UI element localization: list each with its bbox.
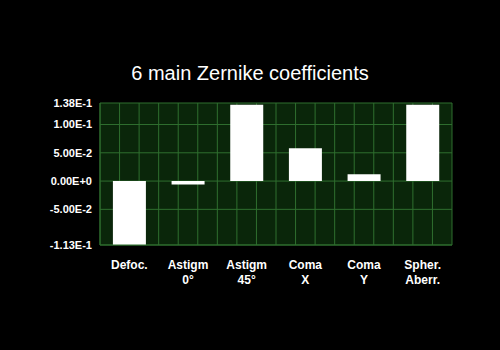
svg-text:Astigm45°: Astigm45° [226,258,267,287]
svg-text:-1.13E-1: -1.13E-1 [50,239,92,251]
svg-text:ComaX: ComaX [289,258,323,287]
svg-text:Astigm0°: Astigm0° [168,258,209,287]
svg-text:1.00E-1: 1.00E-1 [53,118,92,130]
svg-text:Spher.Aberr.: Spher.Aberr. [404,258,441,287]
html-text:6 main Zernike coefficients: 6 main Zernike coefficients [131,62,369,84]
svg-text:Defoc.: Defoc. [111,258,148,272]
svg-text:0.00E+0: 0.00E+0 [51,175,92,187]
svg-text:1.38E-1: 1.38E-1 [53,97,92,109]
svg-text:5.00E-2: 5.00E-2 [53,147,92,159]
svg-text:ComaY: ComaY [347,258,381,287]
svg-text:-5.00E-2: -5.00E-2 [50,203,92,215]
